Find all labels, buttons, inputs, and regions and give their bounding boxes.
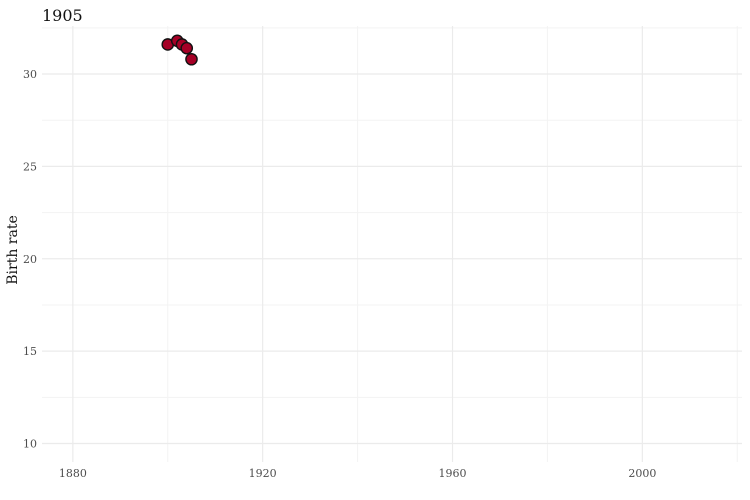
x-tick-label: 1880 <box>59 467 87 480</box>
y-tick-label: 20 <box>23 253 37 266</box>
y-tick-label: 15 <box>23 345 37 358</box>
y-axis-tick-labels: 10 15 20 25 30 <box>23 68 37 450</box>
y-tick-label: 30 <box>23 68 37 81</box>
y-tick-label: 10 <box>23 438 37 451</box>
x-tick-label: 2000 <box>628 467 656 480</box>
y-tick-label: 25 <box>23 160 37 173</box>
data-point <box>180 41 194 55</box>
minor-grid <box>42 26 742 462</box>
x-tick-label: 1920 <box>249 467 277 480</box>
y-axis-title: Birth rate <box>5 215 21 285</box>
chart-title: 1905 <box>42 6 83 25</box>
data-point <box>185 52 198 66</box>
x-tick-label: 1960 <box>439 467 467 480</box>
x-axis-tick-labels: 1880 1920 1960 2000 <box>59 467 656 480</box>
data-points <box>161 34 198 66</box>
major-grid <box>42 26 742 462</box>
